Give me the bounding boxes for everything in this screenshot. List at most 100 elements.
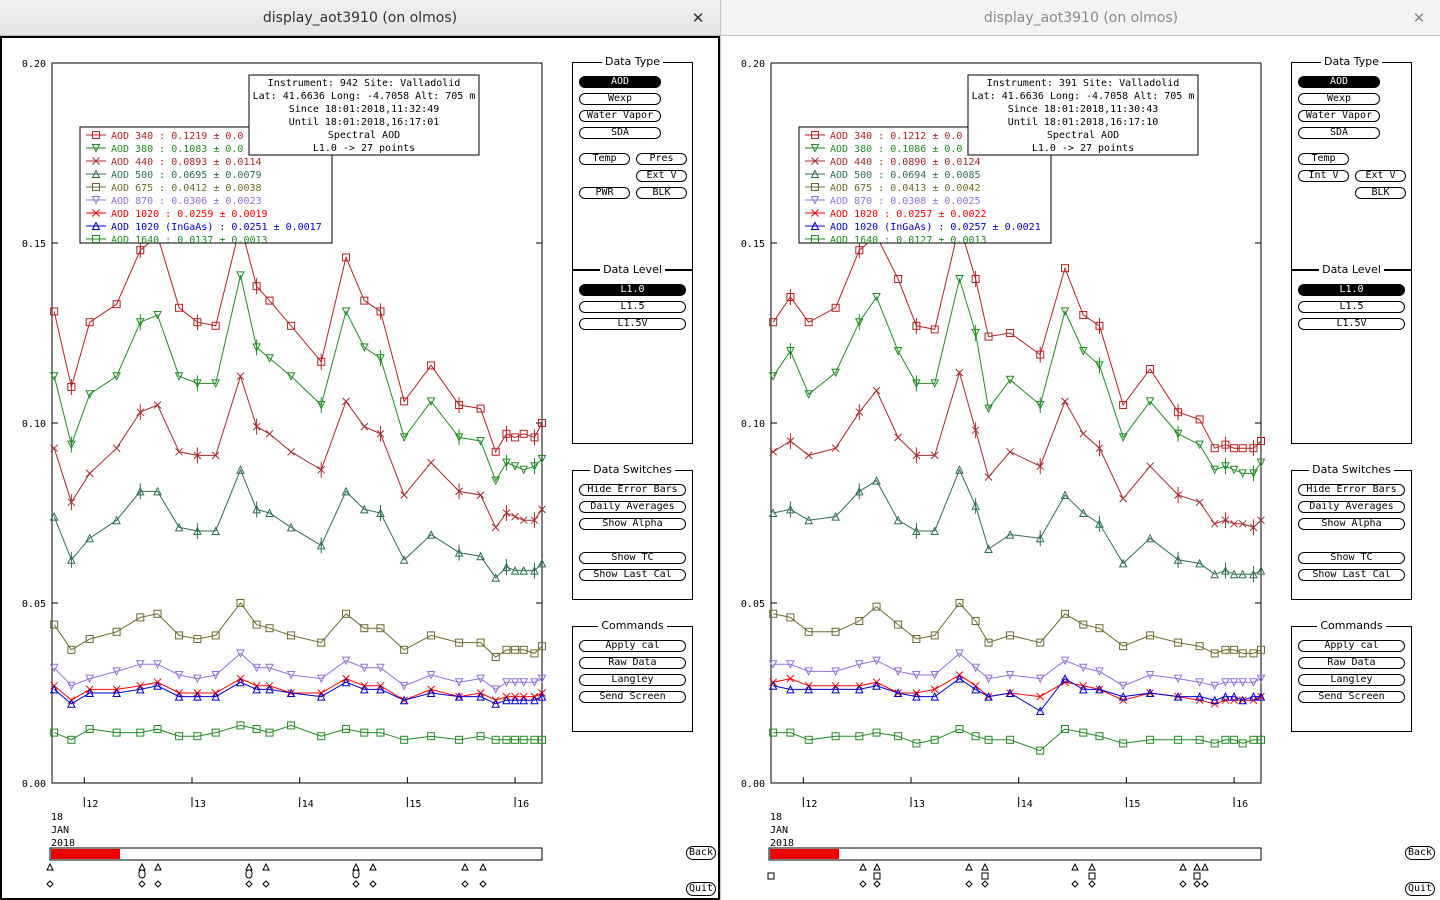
button-water-vapor[interactable]: Water Vapor <box>1298 110 1380 122</box>
button-l1-0[interactable]: L1.0 <box>1298 284 1405 296</box>
button-daily-averages[interactable]: Daily Averages <box>1298 501 1405 513</box>
data-point <box>317 357 326 366</box>
button-send-screen[interactable]: Send Screen <box>1298 691 1405 703</box>
button-show-alpha[interactable]: Show Alpha <box>1298 518 1405 530</box>
button-raw-data[interactable]: Raw Data <box>1298 657 1405 669</box>
data-point <box>1249 735 1258 744</box>
button-water-vapor[interactable]: Water Vapor <box>579 110 661 122</box>
button-show-last-cal[interactable]: Show Last Cal <box>1298 569 1405 581</box>
button-l1-5v[interactable]: L1.5V <box>1298 318 1405 330</box>
data-point <box>502 735 511 744</box>
data-point <box>1146 631 1155 640</box>
date-label: JAN <box>770 825 788 836</box>
info-line: Instrument: 942 Site: Valladolid <box>268 78 461 89</box>
button-apply-cal[interactable]: Apply cal <box>1298 640 1405 652</box>
button-show-alpha[interactable]: Show Alpha <box>579 518 686 530</box>
close-icon[interactable]: ✕ <box>691 9 705 27</box>
button-l1-0[interactable]: L1.0 <box>579 284 686 296</box>
button-temp[interactable]: Temp <box>1298 153 1349 165</box>
marker-capsule <box>352 869 360 879</box>
button-blk[interactable]: BLK <box>1355 187 1406 199</box>
data-point <box>538 419 546 427</box>
data-point <box>1210 681 1220 691</box>
back-button[interactable]: Back <box>1405 846 1435 860</box>
data-point <box>265 663 274 673</box>
button-wexp[interactable]: Wexp <box>579 93 661 105</box>
data-point <box>893 515 903 525</box>
button-aod[interactable]: AOD <box>1298 76 1380 88</box>
data-point <box>1249 678 1258 687</box>
button-hide-error-bars[interactable]: Hide Error Bars <box>1298 484 1405 496</box>
button-temp[interactable]: Temp <box>579 153 630 165</box>
button-pwr[interactable]: PWR <box>579 187 630 199</box>
button-ext-v[interactable]: Ext V <box>1355 170 1406 182</box>
aod-plot-left: 0.00 0.05 0.10 0.15 0.20 12 13 14 15 16 18 JAN 2018 A… <box>22 59 547 888</box>
data-point <box>342 725 350 733</box>
data-point <box>1119 401 1128 409</box>
button-int-v[interactable]: Int V <box>1298 170 1349 182</box>
data-point <box>427 458 435 467</box>
quit-button[interactable]: Quit <box>1405 882 1435 896</box>
legend-marker <box>91 144 101 153</box>
titlebar-left[interactable]: display_aot3910 (on olmos) ✕ <box>0 0 720 36</box>
back-button[interactable]: Back <box>686 846 716 860</box>
marker-square <box>1193 872 1201 880</box>
data-point <box>135 684 145 694</box>
marker-diamond <box>1179 880 1187 888</box>
data-point <box>1221 735 1230 744</box>
button-aod[interactable]: AOD <box>579 76 661 88</box>
quit-button[interactable]: Quit <box>686 882 716 896</box>
data-point <box>854 684 864 694</box>
data-point <box>112 372 121 381</box>
data-point <box>399 681 409 691</box>
data-point <box>786 293 795 301</box>
data-point <box>153 681 162 690</box>
button-send-screen[interactable]: Send Screen <box>579 691 686 703</box>
data-point <box>316 540 326 550</box>
data-point <box>1210 519 1219 528</box>
data-point <box>510 565 520 575</box>
button-apply-cal[interactable]: Apply cal <box>579 640 686 652</box>
button-langley[interactable]: Langley <box>1298 674 1405 686</box>
data-point <box>1173 674 1183 684</box>
data-point <box>112 300 121 309</box>
button-langley[interactable]: Langley <box>579 674 686 686</box>
button-show-last-cal[interactable]: Show Last Cal <box>579 569 686 581</box>
legend-marker <box>810 221 820 230</box>
data-point <box>211 691 221 701</box>
data-point <box>510 678 520 687</box>
data-point <box>1230 444 1239 453</box>
data-point <box>1035 533 1045 543</box>
data-point <box>530 516 539 525</box>
button-sda[interactable]: SDA <box>579 127 661 139</box>
button-l1-5v[interactable]: L1.5V <box>579 318 686 330</box>
close-icon[interactable]: ✕ <box>1412 9 1426 27</box>
data-point <box>519 516 528 525</box>
data-point <box>984 691 993 701</box>
legend-marker <box>92 131 100 139</box>
data-point <box>893 688 903 697</box>
button-show-tc[interactable]: Show TC <box>579 552 686 564</box>
button-l1-5[interactable]: L1.5 <box>1298 301 1405 313</box>
marker-square <box>767 872 775 880</box>
button-raw-data[interactable]: Raw Data <box>579 657 686 669</box>
button-l1-5[interactable]: L1.5 <box>579 301 686 313</box>
button-show-tc[interactable]: Show TC <box>1298 552 1405 564</box>
button-hide-error-bars[interactable]: Hide Error Bars <box>579 484 686 496</box>
button-daily-averages[interactable]: Daily Averages <box>579 501 686 513</box>
button-ext-v[interactable]: Ext V <box>636 170 687 182</box>
x-tick-label: 12 <box>805 799 817 810</box>
data-point <box>519 695 529 705</box>
data-point <box>1195 691 1204 701</box>
button-pres[interactable]: Pres <box>636 153 687 165</box>
data-point <box>50 620 59 629</box>
series-line <box>772 223 1262 449</box>
data-point <box>1210 444 1219 453</box>
data-point <box>955 599 964 607</box>
data-point <box>1095 624 1104 633</box>
data-point <box>984 473 993 481</box>
button-blk[interactable]: BLK <box>636 187 687 199</box>
button-sda[interactable]: SDA <box>1298 127 1380 139</box>
button-wexp[interactable]: Wexp <box>1298 93 1380 105</box>
titlebar-right[interactable]: display_aot3910 (on olmos) ✕ <box>721 0 1440 36</box>
